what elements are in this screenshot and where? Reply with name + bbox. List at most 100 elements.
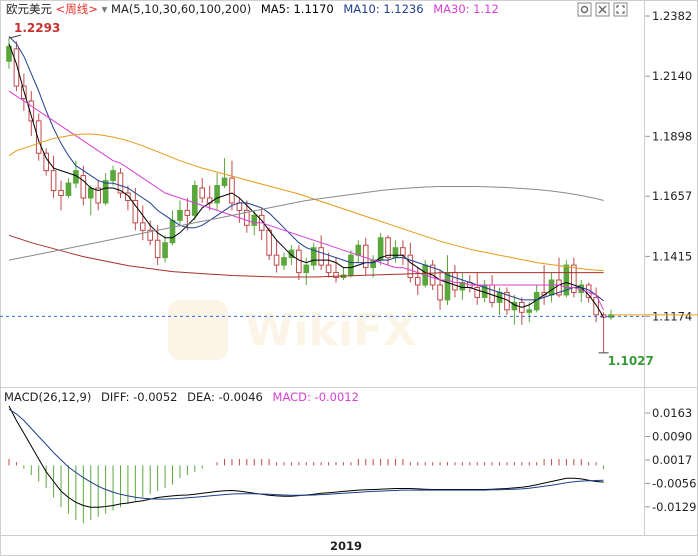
candle-down (199, 187, 206, 199)
high-label: 1.2293 (14, 21, 60, 35)
period-label[interactable]: <周线> (56, 2, 98, 16)
price-tick-label: 1.1174 (652, 309, 692, 323)
ma10-label: MA10: 1.1236 (343, 2, 423, 16)
candle-up (221, 177, 228, 187)
candle-down (125, 192, 131, 201)
candle-down (35, 120, 42, 154)
candle-down (244, 209, 250, 226)
candle-down (266, 229, 272, 256)
time-axis-label: 2019 (330, 539, 362, 553)
candle-down (13, 48, 20, 87)
fullscreen-icon[interactable] (613, 2, 628, 17)
chevron-down-icon[interactable]: ▾ (102, 2, 108, 16)
candle-down (474, 286, 481, 298)
candle-down (28, 100, 35, 122)
close-icon[interactable] (595, 2, 610, 17)
candle-up (177, 209, 183, 221)
watermark-text: WikiFX (245, 305, 417, 356)
candle-down (325, 264, 332, 274)
dea-line (8, 408, 604, 500)
price-tick-label: 1.1415 (652, 249, 692, 263)
macd-y-axis: 0.0163 0.0090 0.0017 -0.0056 -0.0129 (645, 406, 696, 514)
candle-down (318, 247, 324, 266)
macd-value: MACD: -0.0012 (273, 390, 359, 404)
candle-up (348, 254, 354, 276)
candle-up (281, 257, 287, 266)
candle-up (444, 272, 451, 301)
candle-down (95, 187, 101, 204)
ma5-line (8, 43, 605, 318)
candle-down (147, 229, 154, 241)
candle-up (65, 182, 72, 196)
watermark: WikiFX (168, 300, 417, 360)
candle-down (437, 284, 443, 301)
settings-icon[interactable] (577, 2, 592, 17)
candle-down (132, 199, 139, 224)
candle-up (162, 242, 168, 259)
moving-average-lines (8, 36, 605, 318)
diff-value: DIFF: -0.0052 (101, 390, 178, 404)
candle-down (489, 284, 495, 303)
candle-up (6, 45, 12, 62)
candle-down (296, 249, 302, 274)
candle-up (459, 282, 466, 291)
candle-up (392, 247, 399, 259)
candle-down (80, 175, 87, 199)
price-y-axis: 1.2382 1.2140 1.1898 1.1657 1.1415 1.1174 (645, 9, 692, 323)
candle-down (273, 254, 280, 266)
candle-down (407, 254, 414, 279)
candle-down (139, 222, 146, 231)
candle-down (385, 237, 391, 259)
ma60-line (8, 133, 604, 272)
macd-lines (8, 405, 604, 508)
ma200-line (8, 186, 604, 261)
price-tick-label: 1.1657 (652, 189, 692, 203)
candle-down (50, 170, 57, 192)
candle-up (303, 264, 310, 274)
macd-tick-label: -0.0129 (652, 500, 696, 514)
candle-down (117, 172, 124, 194)
ma30-line (8, 90, 605, 311)
candle-down (333, 272, 339, 279)
candle-up (110, 170, 116, 182)
macd-tick-label: 0.0163 (652, 406, 692, 420)
candle-down (362, 244, 369, 269)
candle-up (526, 309, 533, 313)
candle-up (102, 180, 109, 204)
ma30-label: MA30: 1.12 (433, 2, 499, 16)
candle-up (169, 219, 176, 244)
ma5-label: MA5: 1.1170 (261, 2, 334, 16)
candle-down (414, 277, 421, 286)
header-line: 欧元美元 <周线> ▾ MA(5,10,30,60,100,200) MA5: … (6, 2, 499, 16)
dea-value: DEA: -0.0046 (187, 390, 263, 404)
candle-down (452, 272, 458, 291)
macd-tick-label: 0.0090 (652, 430, 692, 444)
candle-down (593, 296, 599, 316)
candle-up (87, 187, 94, 199)
candle-down (556, 279, 562, 296)
macd-tick-label: -0.0056 (652, 476, 696, 490)
low-label: 1.1027 (608, 354, 654, 368)
ma100-line (8, 234, 604, 278)
price-tick-label: 1.2382 (652, 9, 692, 23)
ma-label: MA(5,10,30,60,100,200) (111, 2, 251, 16)
symbol-label[interactable]: 欧元美元 (6, 2, 52, 16)
price-markers: 1.2293 1.1027 (0, 21, 698, 368)
candle-down (236, 202, 243, 211)
candle-up (563, 264, 570, 296)
ma10-line (8, 36, 604, 302)
candle-up (310, 247, 317, 266)
candle-down (58, 190, 64, 196)
candle-up (191, 185, 198, 216)
macd-header: MACD(26,12,9) DIFF: -0.0052 DEA: -0.0046… (4, 390, 359, 404)
macd-params: MACD(26,12,9) (4, 390, 91, 404)
price-tick-label: 1.1898 (652, 129, 692, 143)
candle-up (288, 249, 295, 259)
candle-up (251, 214, 258, 226)
candle-down (400, 247, 406, 256)
candle-down (229, 177, 235, 204)
candle-down (43, 152, 49, 172)
candle-down (154, 239, 161, 259)
